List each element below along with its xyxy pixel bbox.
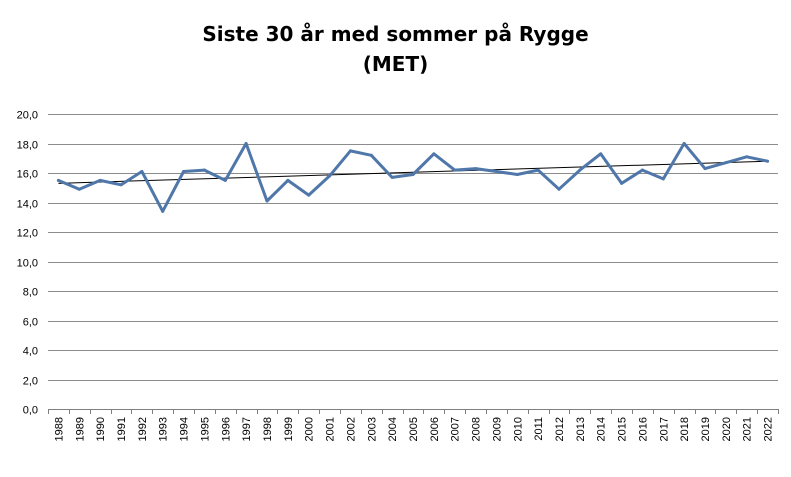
x-tick-label: 1997 — [241, 417, 253, 441]
data-point — [515, 172, 519, 176]
y-tick-label: 10,0 — [17, 258, 38, 270]
x-tick-label: 2008 — [471, 417, 483, 441]
x-tick-label: 2003 — [366, 417, 378, 441]
trendline — [58, 160, 768, 184]
x-tick-label: 2011 — [533, 417, 545, 441]
data-point — [119, 183, 123, 187]
data-point — [286, 178, 290, 182]
x-tick-label: 2010 — [512, 417, 524, 441]
x-tick-label: 2020 — [721, 417, 733, 441]
data-point — [369, 153, 373, 157]
data-point — [432, 152, 436, 156]
chart-title: Siste 30 år med sommer på Rygge — [202, 22, 589, 46]
data-point — [745, 155, 749, 159]
data-point — [140, 170, 144, 174]
data-point — [348, 149, 352, 153]
y-tick-label: 4,0 — [23, 346, 38, 358]
y-tick-label: 6,0 — [23, 317, 38, 329]
data-point — [494, 170, 498, 174]
x-tick-label: 1995 — [199, 417, 211, 441]
data-point — [661, 177, 665, 181]
y-tick-label: 0,0 — [23, 405, 38, 417]
data-point — [682, 142, 686, 145]
x-tick-label: 2001 — [325, 417, 337, 441]
data-point — [244, 142, 248, 145]
data-point — [56, 178, 60, 182]
x-tick-label: 1988 — [53, 417, 65, 441]
series-line — [56, 142, 770, 213]
x-tick-label: 1999 — [283, 417, 295, 441]
y-tick-label: 16,0 — [17, 169, 38, 181]
data-point — [536, 168, 540, 172]
y-tick-label: 2,0 — [23, 376, 38, 388]
x-tick-label: 2007 — [450, 417, 462, 441]
x-tick-label: 2012 — [554, 417, 566, 441]
data-point — [766, 159, 770, 163]
x-tick-label: 2014 — [596, 417, 608, 441]
x-tick-label: 2004 — [387, 417, 399, 441]
data-point — [599, 152, 603, 156]
data-point — [161, 209, 165, 213]
x-tick-label: 1994 — [179, 417, 191, 441]
x-tick-label: 2013 — [575, 417, 587, 441]
x-tick-label: 1996 — [220, 417, 232, 441]
data-point — [640, 168, 644, 172]
y-tick-label: 12,0 — [17, 228, 38, 240]
data-point — [202, 168, 206, 172]
data-point — [578, 168, 582, 172]
x-tick-label: 2021 — [742, 417, 754, 441]
data-point — [307, 193, 311, 197]
data-point — [411, 172, 415, 176]
x-tick-label: 2016 — [637, 417, 649, 441]
y-tick-label: 8,0 — [23, 287, 38, 299]
x-tick-label: 2018 — [679, 417, 691, 441]
x-tick-label: 2017 — [658, 417, 670, 441]
x-tick-label: 2000 — [304, 417, 316, 441]
x-tick-label: 1991 — [116, 417, 128, 441]
x-tick-label: 1989 — [74, 417, 86, 441]
x-tick-label: 2005 — [408, 417, 420, 441]
y-tick-label: 18,0 — [17, 140, 38, 152]
data-point — [390, 175, 394, 179]
data-point — [265, 199, 269, 203]
data-point — [724, 161, 728, 165]
data-point — [328, 174, 332, 178]
chart-subtitle: (MET) — [362, 52, 429, 76]
data-point — [703, 167, 707, 171]
x-tick-label: 2006 — [429, 417, 441, 441]
data-point — [620, 181, 624, 185]
x-tick-label: 1990 — [95, 417, 107, 441]
data-point — [223, 178, 227, 182]
data-point — [182, 170, 186, 174]
x-tick-label: 2009 — [491, 417, 503, 441]
y-tick-label: 14,0 — [17, 199, 38, 211]
data-point — [557, 187, 561, 191]
x-tick-label: 2002 — [345, 417, 357, 441]
x-tick-label: 2022 — [763, 417, 775, 441]
data-point — [98, 178, 102, 182]
data-point — [453, 168, 457, 172]
y-tick-label: 20,0 — [17, 110, 38, 122]
data-point — [474, 167, 478, 171]
x-tick-label: 2015 — [617, 417, 629, 441]
x-tick-label: 2019 — [700, 417, 712, 441]
data-point — [77, 187, 81, 191]
x-tick-label: 1992 — [137, 417, 149, 441]
x-tick-label: 1998 — [262, 417, 274, 441]
x-tick-label: 1993 — [158, 417, 170, 441]
